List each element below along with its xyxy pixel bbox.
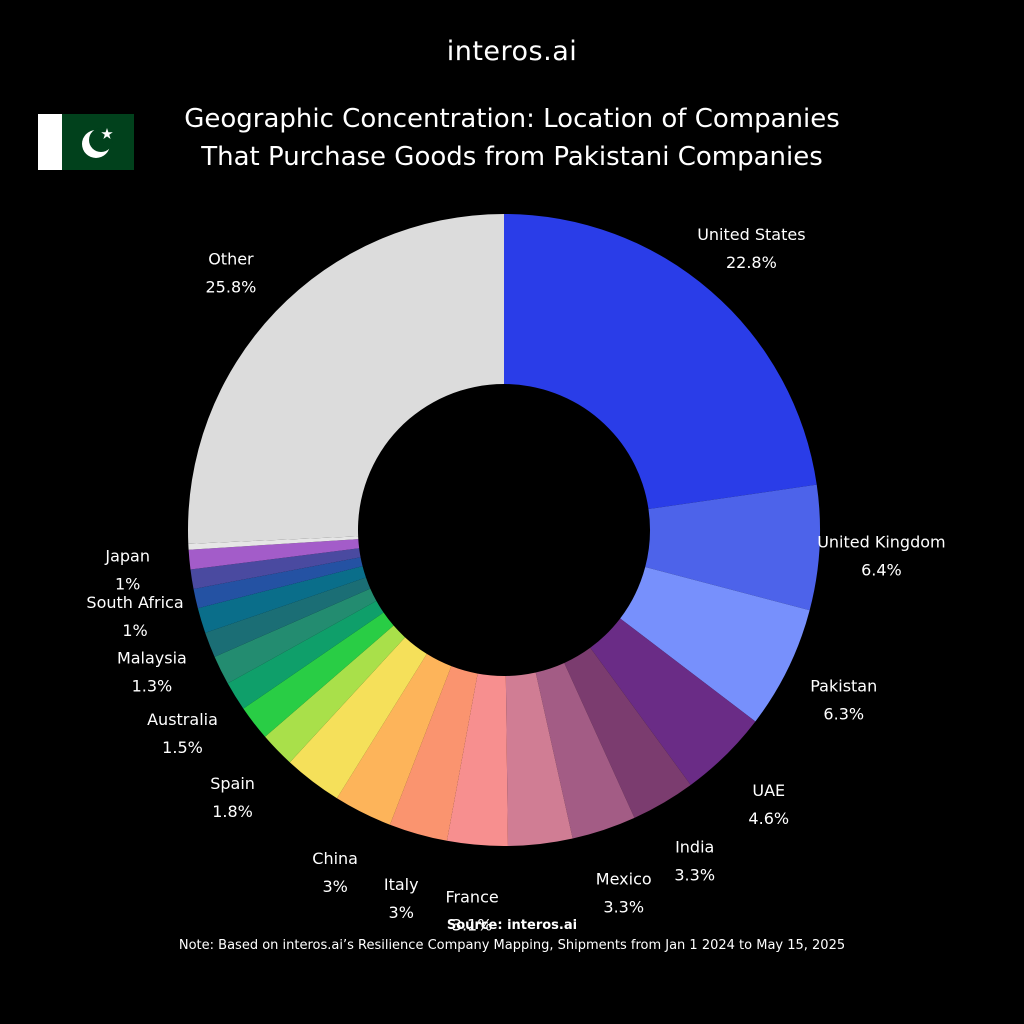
slice-label: China — [312, 849, 358, 868]
slice-unlabeled-10 — [289, 637, 427, 799]
slice-value-label: 1% — [122, 621, 147, 640]
chart-source: Source: interos.ai — [446, 918, 578, 933]
slice-value-label: 6.3% — [823, 705, 864, 724]
slice-unlabeled-18 — [190, 548, 361, 589]
slice-pakistan — [620, 567, 810, 722]
slice-value-label: 3% — [389, 903, 414, 922]
slice-unlabeled-16 — [197, 566, 366, 633]
pakistan-flag-icon — [38, 114, 134, 170]
slice-mexico — [535, 662, 635, 839]
slice-italy — [389, 666, 478, 841]
slice-label: South Africa — [86, 593, 183, 612]
slice-value-label: 3% — [322, 877, 347, 896]
slice-label: Mexico — [596, 870, 652, 889]
slice-label: India — [675, 837, 714, 856]
slice-india — [564, 647, 691, 818]
slice-value-label: 3.1% — [452, 916, 493, 935]
slice-value-label: 3.3% — [603, 898, 644, 917]
slice-unlabeled-6 — [505, 672, 573, 846]
slice-south-africa — [193, 557, 363, 609]
slice-value-label: 6.4% — [861, 560, 902, 579]
slice-spain — [265, 625, 406, 763]
chart-title-line-1: Geographic Concentration: Location of Co… — [184, 104, 840, 134]
slice-label: Japan — [104, 546, 150, 565]
slice-label: Spain — [210, 774, 255, 793]
slice-united-kingdom — [645, 484, 820, 611]
chart-note: Note: Based on interos.ai’s Resilience C… — [178, 938, 846, 953]
slice-label: Other — [208, 250, 254, 269]
slice-value-label: 1.5% — [162, 738, 203, 757]
slice-china — [336, 653, 452, 825]
slice-unlabeled-14 — [214, 588, 377, 684]
slice-france — [446, 673, 508, 846]
slice-label: United Kingdom — [817, 532, 945, 551]
slice-label: Pakistan — [810, 677, 877, 696]
slice-label: United States — [697, 225, 805, 244]
chart-title-line-2: That Purchase Goods from Pakistani Compa… — [201, 142, 823, 172]
chart-title: Geographic Concentration: Location of Co… — [150, 100, 874, 176]
slice-unlabeled-20 — [188, 536, 359, 550]
slice-value-label: 25.8% — [206, 278, 257, 297]
slice-australia — [227, 600, 384, 709]
slice-unlabeled-12 — [243, 612, 394, 737]
slice-value-label: 4.6% — [748, 809, 789, 828]
slice-uae — [590, 618, 756, 785]
slice-value-label: 1.8% — [212, 802, 253, 821]
slice-label: UAE — [752, 781, 785, 800]
slice-value-label: 1.3% — [132, 677, 173, 696]
slice-label: Australia — [147, 710, 218, 729]
slice-united-states — [504, 214, 817, 510]
slice-malaysia — [205, 577, 371, 657]
slice-value-label: 3.3% — [674, 865, 715, 884]
slice-japan — [188, 539, 360, 570]
slice-value-label: 1% — [115, 574, 140, 593]
brand-logo: interos.ai — [446, 36, 578, 67]
slice-other — [188, 214, 504, 544]
slice-label: Italy — [384, 875, 419, 894]
slice-value-label: 22.8% — [726, 253, 777, 272]
slice-label: France — [446, 888, 499, 907]
slice-label: Malaysia — [117, 649, 187, 668]
